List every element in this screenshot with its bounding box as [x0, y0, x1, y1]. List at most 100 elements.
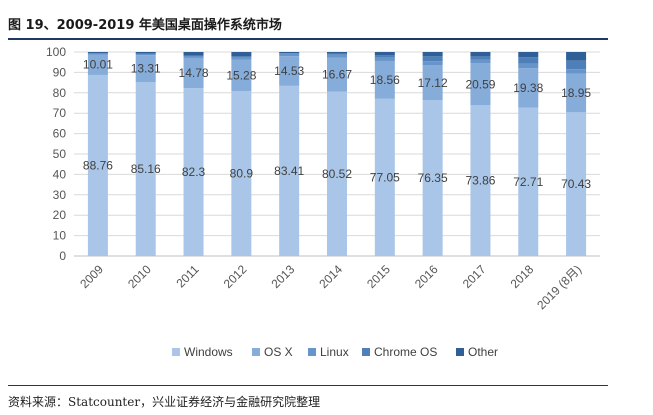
bar-segment — [518, 107, 539, 256]
x-tick-label: 2017 — [460, 262, 489, 291]
legend-label: Chrome OS — [374, 345, 437, 359]
bar-segment — [135, 53, 156, 56]
data-label: 88.76 — [83, 158, 113, 172]
bar-segment — [374, 52, 395, 56]
data-label: 77.05 — [370, 170, 400, 184]
data-label: 14.53 — [274, 64, 304, 78]
bar-segment — [87, 74, 108, 257]
bar-segment — [327, 57, 347, 92]
bar-segment — [422, 61, 443, 66]
figure-title: 图 19、2009-2019 年美国桌面操作系统市场 — [8, 18, 282, 33]
bar-segment — [327, 53, 347, 55]
x-tick-label: 2010 — [125, 262, 154, 291]
bar-segment — [87, 53, 108, 55]
legend-swatch — [362, 348, 370, 356]
bar-segment — [518, 68, 539, 108]
stacked-bar-chart: 88.76 10.01 85.16 13.31 82.3 14.78 80.9 15.28 83… — [46, 45, 600, 359]
bar-segment — [422, 56, 443, 62]
bar-segment — [135, 55, 156, 83]
y-tick-label: 10 — [53, 229, 67, 243]
bar-segment — [566, 73, 587, 113]
data-label: 20.59 — [465, 77, 495, 91]
legend-label: Windows — [184, 345, 233, 359]
y-tick-label: 20 — [53, 208, 67, 222]
bar-segment — [231, 52, 252, 57]
bar-segment — [327, 54, 347, 58]
bar-segment — [183, 55, 204, 58]
y-tick-label: 60 — [53, 127, 67, 141]
data-label: 10.01 — [83, 58, 113, 72]
data-label: 17.12 — [418, 76, 448, 90]
legend-swatch — [172, 348, 180, 356]
legend-swatch — [456, 348, 464, 356]
y-tick-label: 0 — [59, 249, 66, 263]
bar-segment — [279, 53, 300, 57]
bar-segment — [566, 69, 587, 74]
bar-segment — [279, 56, 300, 86]
bar-segment — [231, 56, 252, 60]
bar-segment — [566, 60, 587, 70]
data-label: 76.35 — [418, 171, 448, 185]
data-label: 18.56 — [370, 73, 400, 87]
bar-segment — [422, 65, 443, 101]
bar-segment — [422, 100, 443, 256]
legend-label: Linux — [320, 345, 349, 359]
data-label: 18.95 — [561, 86, 591, 100]
bar-segment — [470, 59, 491, 64]
bar-segment — [470, 63, 491, 106]
bar-segment — [87, 54, 108, 75]
x-tick-label: 2009 — [77, 262, 106, 291]
bar-segment — [470, 56, 491, 60]
x-tick-label: 2011 — [174, 262, 202, 290]
bar-segment — [374, 60, 395, 99]
x-tick-label: 2012 — [221, 262, 250, 291]
data-label: 80.9 — [230, 166, 254, 180]
data-label: 72.71 — [513, 175, 543, 189]
data-label: 73.86 — [465, 174, 495, 188]
y-tick-label: 100 — [46, 45, 66, 59]
bar-segment — [135, 82, 156, 257]
x-tick-label: 2019 (8月) — [534, 262, 584, 312]
y-tick-label: 80 — [53, 86, 67, 100]
data-label: 14.78 — [179, 66, 209, 80]
y-tick-label: 30 — [53, 188, 67, 202]
bar-segment — [374, 57, 395, 61]
bar-segment — [327, 52, 347, 54]
y-tick-label: 70 — [53, 106, 67, 120]
bar-segment — [566, 52, 587, 61]
data-label: 80.52 — [322, 167, 352, 181]
x-tick-label: 2018 — [508, 262, 537, 291]
bar-segment — [518, 52, 539, 58]
legend-swatch — [308, 348, 316, 356]
legend-label: OS X — [264, 345, 293, 359]
bar-segment — [566, 112, 587, 256]
bar-segment — [183, 57, 204, 89]
bar-segment — [279, 85, 300, 256]
bar-segment — [231, 90, 252, 257]
bar-segment — [470, 52, 491, 57]
bar-segment — [279, 52, 300, 54]
x-tick-label: 2016 — [412, 262, 441, 291]
bar-segment — [518, 57, 539, 64]
data-label: 15.28 — [226, 68, 256, 82]
bar-segment — [183, 52, 204, 56]
bar-segment — [374, 98, 395, 257]
bar-segment — [135, 52, 156, 54]
data-label: 85.16 — [131, 162, 161, 176]
bar-segment — [183, 88, 204, 256]
bar-segment — [327, 91, 347, 256]
y-tick-label: 50 — [53, 147, 67, 161]
y-tick-label: 40 — [53, 167, 67, 181]
data-label: 16.67 — [322, 68, 352, 82]
data-label: 82.3 — [182, 165, 206, 179]
source-note: 资料来源：Statcounter，兴业证券经济与金融研究院整理 — [8, 395, 321, 409]
data-label: 19.38 — [513, 81, 543, 95]
data-label: 70.43 — [561, 177, 591, 191]
bar-segment — [231, 59, 252, 91]
bar-segment — [374, 55, 395, 58]
x-tick-label: 2015 — [364, 262, 393, 291]
legend-label: Other — [468, 345, 498, 359]
y-tick-label: 90 — [53, 65, 67, 79]
legend-swatch — [252, 348, 260, 356]
bar-segment — [518, 63, 539, 69]
